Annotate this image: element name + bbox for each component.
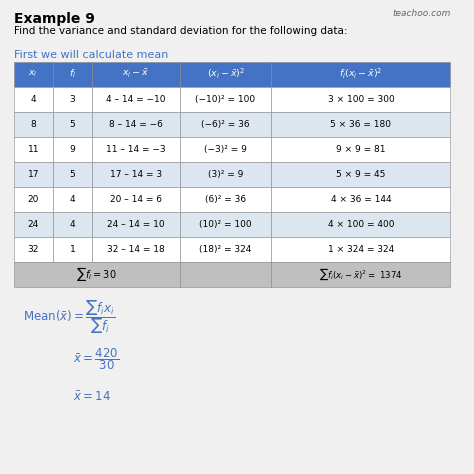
Text: 4 – 14 = −10: 4 – 14 = −10 bbox=[106, 95, 166, 104]
FancyBboxPatch shape bbox=[272, 262, 450, 287]
FancyBboxPatch shape bbox=[92, 112, 180, 137]
Text: 5 × 9 = 45: 5 × 9 = 45 bbox=[336, 170, 386, 179]
Text: 17: 17 bbox=[27, 170, 39, 179]
FancyBboxPatch shape bbox=[14, 62, 53, 87]
Text: (−10)² = 100: (−10)² = 100 bbox=[195, 95, 255, 104]
FancyBboxPatch shape bbox=[272, 137, 450, 162]
FancyBboxPatch shape bbox=[14, 212, 53, 237]
Text: $\bar{x} = 14$: $\bar{x} = 14$ bbox=[73, 391, 111, 404]
FancyBboxPatch shape bbox=[180, 212, 272, 237]
Text: Example 9: Example 9 bbox=[14, 12, 94, 26]
FancyBboxPatch shape bbox=[53, 212, 92, 237]
Text: (−3)² = 9: (−3)² = 9 bbox=[204, 145, 247, 154]
Text: 17 – 14 = 3: 17 – 14 = 3 bbox=[110, 170, 162, 179]
Text: (10)² = 100: (10)² = 100 bbox=[199, 220, 252, 229]
FancyBboxPatch shape bbox=[53, 112, 92, 137]
Text: 4 × 100 = 400: 4 × 100 = 400 bbox=[328, 220, 394, 229]
FancyBboxPatch shape bbox=[53, 62, 92, 87]
FancyBboxPatch shape bbox=[92, 212, 180, 237]
FancyBboxPatch shape bbox=[272, 162, 450, 187]
Text: 4: 4 bbox=[70, 220, 75, 229]
Text: 3 × 100 = 300: 3 × 100 = 300 bbox=[328, 95, 394, 104]
FancyBboxPatch shape bbox=[14, 237, 53, 262]
Text: 32 – 14 = 18: 32 – 14 = 18 bbox=[107, 245, 165, 254]
Text: $x_i - \bar{x}$: $x_i - \bar{x}$ bbox=[122, 68, 150, 81]
FancyBboxPatch shape bbox=[53, 87, 92, 112]
Text: 4: 4 bbox=[70, 195, 75, 204]
FancyBboxPatch shape bbox=[272, 87, 450, 112]
Text: $x_i$: $x_i$ bbox=[28, 69, 38, 79]
Text: $(x_i - \bar{x})^2$: $(x_i - \bar{x})^2$ bbox=[207, 67, 245, 81]
FancyBboxPatch shape bbox=[14, 87, 53, 112]
FancyBboxPatch shape bbox=[180, 262, 272, 287]
Text: First we will calculate mean: First we will calculate mean bbox=[14, 50, 168, 60]
FancyBboxPatch shape bbox=[180, 62, 272, 87]
Text: 24: 24 bbox=[27, 220, 39, 229]
Text: 1: 1 bbox=[70, 245, 75, 254]
Text: 20: 20 bbox=[27, 195, 39, 204]
Text: 9: 9 bbox=[70, 145, 75, 154]
FancyBboxPatch shape bbox=[14, 137, 53, 162]
FancyBboxPatch shape bbox=[92, 62, 180, 87]
Text: 32: 32 bbox=[27, 245, 39, 254]
Text: teachoo.com: teachoo.com bbox=[392, 9, 450, 18]
FancyBboxPatch shape bbox=[272, 112, 450, 137]
FancyBboxPatch shape bbox=[180, 237, 272, 262]
Text: $f_i(x_i - \bar{x})^2$: $f_i(x_i - \bar{x})^2$ bbox=[339, 67, 383, 81]
Text: 5 × 36 = 180: 5 × 36 = 180 bbox=[330, 119, 392, 128]
FancyBboxPatch shape bbox=[14, 112, 53, 137]
Text: 4: 4 bbox=[30, 95, 36, 104]
Text: (3)² = 9: (3)² = 9 bbox=[208, 170, 243, 179]
FancyBboxPatch shape bbox=[180, 112, 272, 137]
FancyBboxPatch shape bbox=[14, 187, 53, 212]
Text: 20 – 14 = 6: 20 – 14 = 6 bbox=[110, 195, 162, 204]
Text: 4 × 36 = 144: 4 × 36 = 144 bbox=[331, 195, 391, 204]
FancyBboxPatch shape bbox=[53, 187, 92, 212]
FancyBboxPatch shape bbox=[14, 162, 53, 187]
FancyBboxPatch shape bbox=[53, 137, 92, 162]
Text: 1 × 324 = 324: 1 × 324 = 324 bbox=[328, 245, 394, 254]
Text: (−6)² = 36: (−6)² = 36 bbox=[201, 119, 250, 128]
Text: (18)² = 324: (18)² = 324 bbox=[200, 245, 252, 254]
FancyBboxPatch shape bbox=[180, 187, 272, 212]
Text: $\sum f_i = 30$: $\sum f_i = 30$ bbox=[76, 265, 117, 283]
FancyBboxPatch shape bbox=[180, 87, 272, 112]
FancyBboxPatch shape bbox=[272, 212, 450, 237]
Text: 11: 11 bbox=[27, 145, 39, 154]
FancyBboxPatch shape bbox=[92, 137, 180, 162]
Text: 8: 8 bbox=[30, 119, 36, 128]
Text: 9 × 9 = 81: 9 × 9 = 81 bbox=[336, 145, 386, 154]
FancyBboxPatch shape bbox=[92, 187, 180, 212]
Text: 3: 3 bbox=[70, 95, 75, 104]
FancyBboxPatch shape bbox=[92, 87, 180, 112]
FancyBboxPatch shape bbox=[180, 162, 272, 187]
Text: $\mathrm{Mean}(\bar{x}) = \dfrac{\sum f_i x_i}{\sum f_i}$: $\mathrm{Mean}(\bar{x}) = \dfrac{\sum f_… bbox=[23, 299, 115, 337]
Text: $f_i$: $f_i$ bbox=[69, 68, 76, 81]
FancyBboxPatch shape bbox=[53, 162, 92, 187]
Text: $\sum f_i(x_i - \bar{x})^2 = \ 1374$: $\sum f_i(x_i - \bar{x})^2 = \ 1374$ bbox=[319, 266, 403, 282]
FancyBboxPatch shape bbox=[272, 62, 450, 87]
FancyBboxPatch shape bbox=[53, 237, 92, 262]
Text: 5: 5 bbox=[70, 119, 75, 128]
FancyBboxPatch shape bbox=[272, 237, 450, 262]
FancyBboxPatch shape bbox=[92, 237, 180, 262]
FancyBboxPatch shape bbox=[272, 187, 450, 212]
FancyBboxPatch shape bbox=[14, 262, 180, 287]
FancyBboxPatch shape bbox=[92, 162, 180, 187]
Text: Find the variance and standard deviation for the following data:: Find the variance and standard deviation… bbox=[14, 26, 347, 36]
Text: $\bar{x} = \dfrac{420}{30}$: $\bar{x} = \dfrac{420}{30}$ bbox=[73, 346, 119, 372]
Text: 5: 5 bbox=[70, 170, 75, 179]
FancyBboxPatch shape bbox=[180, 137, 272, 162]
Text: 24 – 14 = 10: 24 – 14 = 10 bbox=[107, 220, 165, 229]
Text: 11 – 14 = −3: 11 – 14 = −3 bbox=[106, 145, 166, 154]
Text: 8 – 14 = −6: 8 – 14 = −6 bbox=[109, 119, 163, 128]
Text: (6)² = 36: (6)² = 36 bbox=[205, 195, 246, 204]
